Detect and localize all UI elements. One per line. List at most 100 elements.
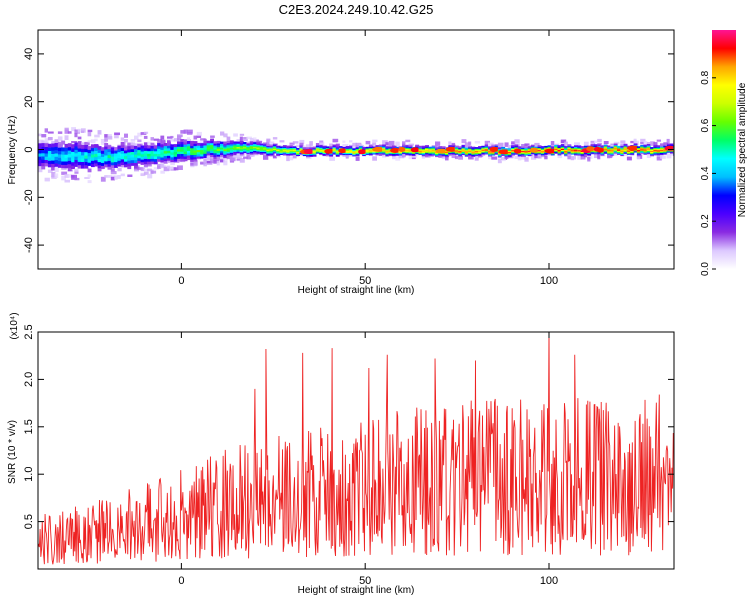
heatmap-cell — [607, 156, 612, 159]
heatmap-cell — [216, 154, 221, 157]
heatmap-cell — [90, 150, 95, 155]
heatmap-cell — [97, 161, 102, 166]
heatmap-cell — [266, 145, 271, 148]
heatmap-cell — [408, 149, 413, 152]
heatmap-cell — [302, 148, 307, 150]
heatmap-cell — [114, 132, 120, 136]
heatmap-cell — [425, 151, 429, 154]
colorbar-label: Normalized spectral amplitude — [737, 82, 748, 217]
heatmap-cell — [269, 154, 274, 156]
heatmap-cell — [299, 144, 304, 147]
heatmap-cell — [451, 154, 457, 158]
heatmap-cell — [130, 145, 135, 150]
heatmap-cell — [484, 149, 489, 152]
heatmap-cell — [41, 156, 46, 160]
heatmap-cell — [233, 151, 238, 154]
heatmap-cell — [64, 150, 69, 155]
heatmap-cell — [600, 151, 605, 154]
heatmap-cell — [239, 144, 244, 147]
heatmap-cell — [173, 167, 179, 171]
heatmap-cell — [448, 141, 452, 145]
heatmap-cell — [580, 153, 585, 156]
heatmap-cell — [650, 141, 655, 146]
heatmap-cell — [186, 154, 191, 158]
heatmap-cell — [203, 158, 207, 162]
heatmap-cell — [157, 139, 163, 144]
heatmap-cell — [511, 153, 515, 156]
heatmap-cell — [124, 147, 128, 151]
heatmap-cell — [511, 151, 515, 154]
heatmap-cell — [153, 161, 158, 165]
heatmap-cell — [216, 146, 221, 149]
heatmap-cell — [256, 141, 261, 144]
heatmap-cell — [110, 153, 115, 157]
heatmap-cell — [332, 145, 337, 148]
heatmap-cell — [435, 155, 439, 158]
heatmap-cell — [180, 141, 185, 145]
heatmap-cell — [643, 147, 648, 150]
heatmap-cell — [507, 152, 512, 155]
heatmap-cell — [335, 152, 340, 154]
heatmap-cell — [656, 147, 661, 150]
heatmap-cell — [557, 155, 563, 159]
heatmap-cell — [137, 167, 143, 170]
heatmap-cell — [157, 145, 161, 149]
heatmap-cell — [329, 147, 334, 150]
heatmap-cell — [617, 145, 621, 148]
heatmap-cell — [163, 143, 168, 147]
heatmap-cell — [425, 153, 429, 156]
heatmap-cell — [454, 147, 459, 150]
heatmap-cell — [461, 147, 466, 149]
heatmap-cell — [488, 150, 492, 153]
heatmap-cell — [408, 145, 413, 148]
heatmap-cell — [507, 154, 512, 157]
heatmap-cell — [315, 151, 320, 154]
heatmap-cell — [196, 147, 201, 150]
heatmap-cell — [134, 165, 138, 169]
heatmap-cell — [663, 153, 668, 155]
heatmap-cell — [38, 139, 44, 144]
heatmap-cell — [633, 138, 637, 143]
colorbar-tick-label: 0.8 — [700, 70, 711, 84]
heatmap-cell — [210, 150, 214, 153]
heatmap-cell — [497, 158, 502, 164]
heatmap-cell — [378, 144, 383, 147]
heatmap-cell — [203, 140, 208, 144]
heatmap-cell — [580, 151, 585, 154]
heatmap-cell — [597, 154, 601, 160]
heatmap-cell — [315, 146, 320, 149]
heatmap-cell — [236, 148, 241, 151]
heatmap-cell — [193, 149, 198, 153]
heatmap-cell — [41, 165, 46, 170]
heatmap-cell — [418, 152, 423, 154]
heatmap-cell — [481, 151, 486, 153]
heatmap-cell — [630, 152, 635, 155]
heatmap-cell — [574, 146, 578, 149]
heatmap-cell — [484, 148, 489, 151]
heatmap-cell — [421, 147, 426, 149]
heatmap-cell — [355, 145, 360, 148]
heatmap-cell — [51, 156, 56, 161]
heatmap-cell — [157, 143, 161, 147]
heatmap-cell — [352, 154, 357, 157]
heatmap-cell — [660, 152, 664, 155]
heatmap-cell — [607, 150, 611, 153]
heatmap-cell — [177, 148, 181, 152]
heatmap-cell — [385, 152, 390, 155]
heatmap-cell — [392, 154, 396, 157]
heatmap-cell — [663, 150, 668, 152]
heatmap-cell — [630, 153, 635, 156]
heatmap-cell — [521, 146, 525, 148]
heatmap-cell — [464, 153, 469, 156]
heatmap-cell — [362, 153, 367, 155]
heatmap-cell — [299, 153, 304, 155]
heatmap-cell — [87, 174, 91, 178]
heatmap-cell — [163, 148, 168, 152]
heatmap-cell — [428, 148, 433, 151]
heatmap-cell — [600, 145, 605, 148]
heatmap-cell — [279, 148, 284, 151]
heatmap-cell — [266, 153, 271, 155]
heatmap-cell — [521, 147, 525, 149]
heatmap-cell — [84, 151, 89, 156]
heatmap-cell — [349, 145, 353, 148]
